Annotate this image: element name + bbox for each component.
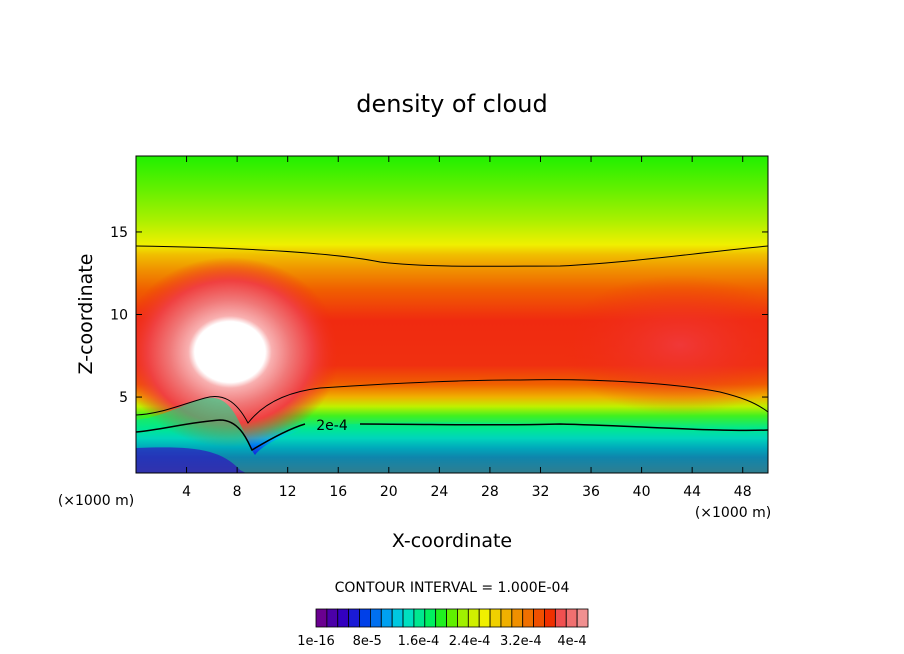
low-band bbox=[136, 397, 768, 473]
colorbar-label: 4e-4 bbox=[557, 634, 586, 649]
low-band-purple bbox=[136, 447, 246, 473]
x-tick-label: 44 bbox=[683, 484, 701, 500]
colorbar-swatch bbox=[467, 608, 480, 628]
colorbar-swatch bbox=[457, 608, 469, 628]
colorbar-swatch bbox=[576, 608, 589, 628]
y-tick-label: 15 bbox=[110, 225, 128, 241]
colorbar-swatch bbox=[348, 608, 360, 628]
contour-line-2e-4-left bbox=[136, 419, 306, 452]
x-tick-label: 20 bbox=[380, 484, 398, 500]
colorbar-swatch bbox=[478, 608, 491, 628]
x-tick-label: 12 bbox=[279, 484, 297, 500]
cloud-core-max bbox=[136, 257, 340, 447]
contour-line-top bbox=[136, 245, 768, 267]
colorbar-swatch bbox=[565, 608, 578, 628]
colorbar-swatch bbox=[533, 608, 545, 628]
x-tick-label: 24 bbox=[430, 484, 448, 500]
colorbar-label: 1e-16 bbox=[297, 634, 335, 649]
y-tick-label: 10 bbox=[110, 308, 128, 324]
x-tick-label: 28 bbox=[481, 484, 499, 500]
contour-line-2e-4-right bbox=[359, 423, 768, 432]
colorbar-swatch bbox=[369, 608, 382, 628]
contour-label: 2e-4 bbox=[316, 418, 348, 434]
colorbar-swatch bbox=[315, 608, 328, 628]
y-tick-label: 5 bbox=[119, 390, 128, 406]
colorbar-label: 1.6e-4 bbox=[398, 634, 440, 649]
x-axis-label: X-coordinate bbox=[392, 530, 512, 552]
contour-interval: CONTOUR INTERVAL = 1.000E-04 bbox=[335, 580, 570, 596]
y-axis-label: Z-coordinate bbox=[75, 254, 97, 375]
colorbar-swatch bbox=[359, 608, 371, 628]
colorbar-swatch bbox=[424, 608, 437, 628]
colorbar-swatch bbox=[554, 608, 567, 628]
colorbar-swatch bbox=[391, 608, 404, 628]
colorbar-swatch bbox=[544, 608, 556, 628]
colorbar-swatch bbox=[489, 608, 502, 628]
x-tick-label: 36 bbox=[582, 484, 600, 500]
colorbar-swatch bbox=[326, 608, 339, 628]
x-tick-label: 16 bbox=[329, 484, 347, 500]
chart-title: density of cloud bbox=[356, 90, 547, 118]
colorbar bbox=[315, 608, 589, 628]
contour-field bbox=[136, 156, 768, 473]
colorbar-label: 8e-5 bbox=[353, 634, 382, 649]
x-axis-ticks: 4 8 12 16 20 24 28 32 36 40 44 48 bbox=[182, 156, 752, 500]
colorbar-swatch bbox=[402, 608, 415, 628]
colorbar-swatch bbox=[500, 608, 513, 628]
cloud-core-right bbox=[560, 275, 768, 415]
colorbar-swatch bbox=[380, 608, 393, 628]
y-axis-ticks: 5 10 15 bbox=[110, 225, 768, 406]
colorbar-swatch bbox=[446, 608, 458, 628]
x-tick-label: 4 bbox=[182, 484, 191, 500]
colorbar-swatch bbox=[511, 608, 524, 628]
colorbar-swatch bbox=[522, 608, 534, 628]
colorbar-label: 2.4e-4 bbox=[449, 634, 491, 649]
colorbar-labels: 1e-16 8e-5 1.6e-4 2.4e-4 3.2e-4 4e-4 bbox=[297, 634, 586, 649]
colorbar-swatch bbox=[337, 608, 350, 628]
contour-line-mid bbox=[136, 379, 768, 424]
x-tick-label: 32 bbox=[532, 484, 550, 500]
colorbar-swatch bbox=[413, 608, 426, 628]
x-unit-left: (×1000 m) bbox=[58, 493, 134, 509]
x-unit-right: (×1000 m) bbox=[695, 505, 771, 521]
colorbar-swatch bbox=[435, 608, 447, 628]
colorbar-label: 3.2e-4 bbox=[500, 634, 542, 649]
x-tick-label: 40 bbox=[633, 484, 651, 500]
x-tick-label: 48 bbox=[734, 484, 752, 500]
x-tick-label: 8 bbox=[233, 484, 242, 500]
